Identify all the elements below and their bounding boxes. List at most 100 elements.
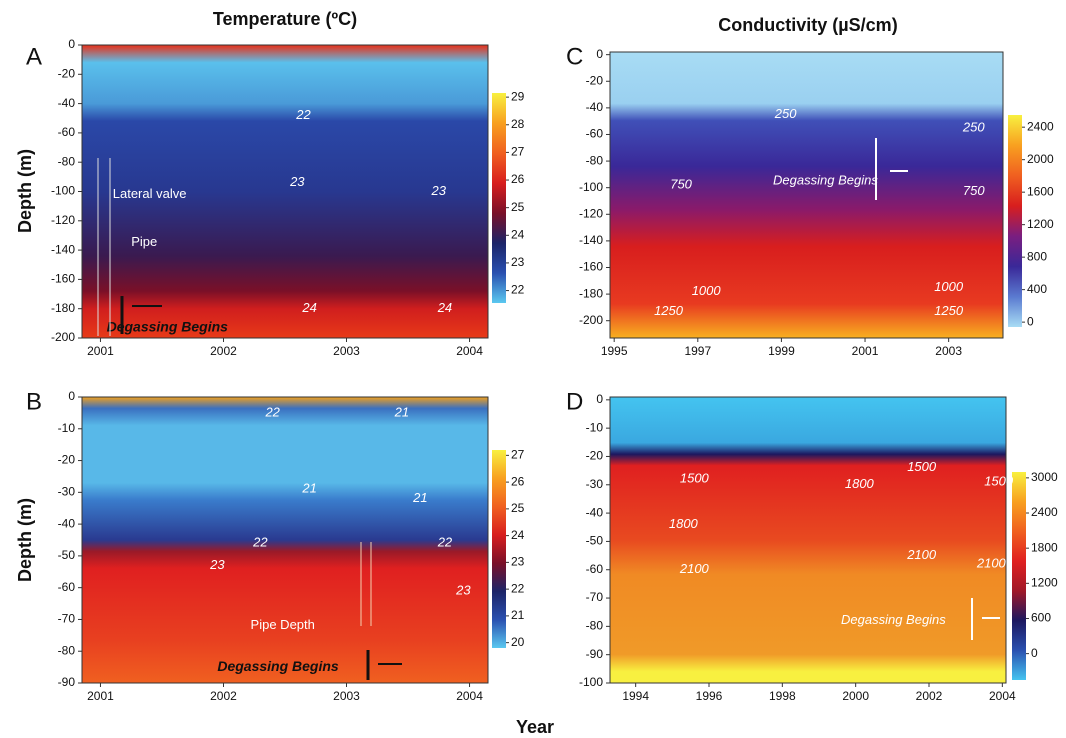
y-tick-label: -200 (579, 313, 603, 327)
contour-label: 1800 (845, 476, 875, 491)
y-tick-label: -40 (58, 516, 76, 530)
x-tick-label: 2003 (935, 344, 962, 358)
colorbar-tick-label: 21 (511, 608, 525, 622)
y-axis-title: Depth (m) (15, 498, 35, 582)
y-tick-label: -40 (58, 96, 76, 110)
colorbar-tick-label: 800 (1027, 249, 1047, 263)
colorbar-tick-label: 23 (511, 555, 525, 569)
colorbar-tick-label: 0 (1027, 314, 1034, 328)
contour-label: 24 (301, 300, 316, 315)
colorbar-tick-label: 3000 (1031, 470, 1058, 484)
colorbar-tick-label: 23 (511, 255, 525, 269)
contour-label: 1500 (680, 471, 710, 486)
contour-label: 2100 (906, 547, 937, 562)
y-tick-label: -70 (58, 612, 76, 626)
colorbar-tick-label: 24 (511, 227, 525, 241)
colorbar-tick-label: 28 (511, 117, 525, 131)
y-tick-label: -20 (58, 453, 76, 467)
contour-label: 750 (670, 176, 692, 191)
contour-label: 21 (301, 481, 316, 496)
heatmap-field (610, 397, 1006, 683)
contour-label: 22 (295, 107, 311, 122)
contour-label: 22 (252, 535, 268, 550)
y-tick-label: -60 (586, 127, 604, 141)
y-tick-label: -10 (58, 421, 76, 435)
colorbar-tick-label: 2400 (1027, 119, 1054, 133)
panel-letter: C (566, 43, 583, 70)
contour-label: 21 (394, 404, 409, 419)
colorbar (1008, 115, 1022, 327)
colorbar-tick-label: 26 (511, 474, 525, 488)
colorbar-tick-label: 2000 (1027, 152, 1054, 166)
x-tick-label: 2004 (456, 689, 483, 703)
y-tick-label: -50 (586, 534, 604, 548)
colorbar (492, 450, 506, 648)
heatmap-field (82, 45, 488, 338)
contour-label: 21 (412, 490, 427, 505)
annotation: Lateral valve (113, 186, 187, 201)
colorbar-tick-label: 20 (511, 635, 525, 649)
y-tick-label: -60 (586, 562, 604, 576)
panel-title: Conductivity (µS/cm) (718, 15, 897, 35)
colorbar-tick-label: 27 (511, 448, 525, 462)
colorbar-tick-label: 1200 (1031, 575, 1058, 589)
colorbar-tick-label: 1600 (1027, 184, 1054, 198)
colorbar (1012, 472, 1026, 680)
colorbar-tick-label: 25 (511, 501, 525, 515)
y-tick-label: -180 (51, 301, 75, 315)
colorbar-tick-label: 27 (511, 145, 525, 159)
y-tick-label: -90 (58, 675, 76, 689)
colorbar-tick-label: 2400 (1031, 505, 1058, 519)
annotation: Degassing Begins (841, 612, 946, 627)
y-tick-label: -40 (586, 100, 604, 114)
y-tick-label: -40 (586, 505, 604, 519)
y-tick-label: -120 (51, 213, 75, 227)
y-tick-label: -100 (579, 675, 603, 689)
y-tick-label: -140 (51, 242, 75, 256)
colorbar-tick-label: 29 (511, 89, 525, 103)
x-tick-label: 2004 (989, 689, 1016, 703)
heatmap-field (82, 397, 488, 683)
x-tick-label: 2003 (333, 689, 360, 703)
plot-frame (81, 396, 489, 684)
y-tick-label: 0 (68, 389, 75, 403)
y-tick-label: -30 (586, 477, 604, 491)
contour-label: 23 (455, 582, 471, 597)
y-tick-label: -160 (51, 272, 75, 286)
contour-label: 250 (962, 119, 985, 134)
y-tick-label: -200 (51, 330, 75, 344)
colorbar-tick-label: 25 (511, 200, 525, 214)
colorbar-tick-label: 400 (1027, 282, 1047, 296)
colorbar-tick-label: 1200 (1027, 217, 1054, 231)
y-tick-label: -20 (58, 66, 76, 80)
contour-label: 1500 (984, 473, 1014, 488)
annotation: Degassing Begins (107, 318, 229, 334)
y-tick-label: -10 (586, 420, 604, 434)
colorbar (492, 93, 506, 303)
x-tick-label: 2001 (87, 689, 114, 703)
heatmap-field (610, 52, 1003, 338)
x-tick-label: 2001 (87, 344, 114, 358)
contour-label: 1250 (934, 303, 964, 318)
panel-letter: A (26, 43, 42, 70)
x-tick-label: 1995 (601, 344, 628, 358)
y-tick-label: -30 (58, 485, 76, 499)
x-tick-label: 2002 (210, 344, 237, 358)
y-tick-label: -180 (579, 286, 603, 300)
plot-frame (609, 51, 1004, 339)
y-tick-label: 0 (68, 37, 75, 51)
colorbar-tick-label: 22 (511, 581, 525, 595)
colorbar-tick-label: 22 (511, 283, 525, 297)
y-tick-label: -50 (58, 548, 76, 562)
contour-label: 22 (264, 404, 280, 419)
colorbar-tick-label: 600 (1031, 611, 1051, 625)
colorbar-tick-label: 24 (511, 528, 525, 542)
annotation: Pipe (131, 234, 157, 249)
x-tick-label: 1998 (769, 689, 796, 703)
plot-frame (609, 396, 1007, 684)
y-tick-label: -90 (586, 647, 604, 661)
y-tick-label: -160 (579, 260, 603, 274)
y-tick-label: -60 (58, 580, 76, 594)
x-tick-label: 2000 (842, 689, 869, 703)
